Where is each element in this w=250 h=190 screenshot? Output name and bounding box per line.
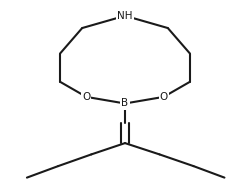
Text: O: O <box>160 92 168 102</box>
Text: NH: NH <box>117 11 133 21</box>
Text: B: B <box>122 98 128 108</box>
Text: O: O <box>82 92 90 102</box>
